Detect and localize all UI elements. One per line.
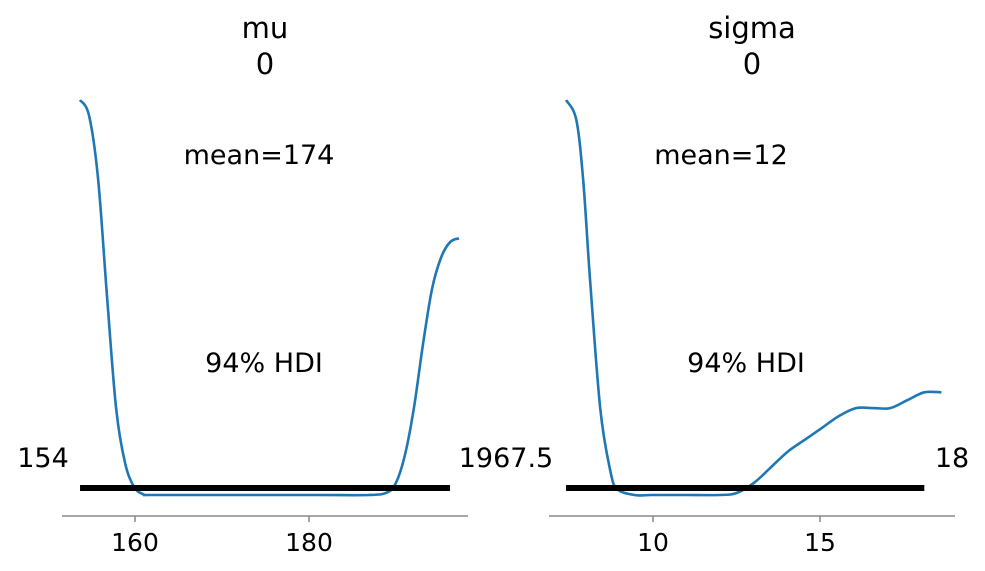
x-tick-label-sigma-15: 15: [804, 528, 836, 557]
posterior-panel-sigma: sigma 0 mean=12 94% HDI 18 10 15: [549, 11, 969, 557]
x-tick-label-sigma-10: 10: [637, 528, 669, 557]
density-curve-sigma: [564, 99, 942, 497]
panel-subtitle-mu: 0: [256, 47, 274, 81]
hdi-upper-value-mu: 1967.5: [459, 443, 553, 474]
hdi-label-mu: 94% HDI: [205, 348, 323, 379]
hdi-label-sigma: 94% HDI: [687, 348, 805, 379]
posterior-panel-mu: mu 0 mean=174 94% HDI 154 1967.5 160 180: [17, 11, 553, 557]
mean-label-mu: mean=174: [184, 140, 335, 171]
panel-title-sigma: sigma: [708, 11, 796, 45]
x-tick-label-mu-160: 160: [111, 528, 159, 557]
panel-title-mu: mu: [242, 11, 289, 45]
panel-subtitle-sigma: 0: [743, 47, 761, 81]
mean-label-sigma: mean=12: [654, 140, 788, 171]
x-tick-label-mu-180: 180: [285, 528, 333, 557]
hdi-upper-value-sigma: 18: [935, 443, 969, 474]
density-curve-mu: [78, 99, 460, 497]
hdi-lower-value-mu: 154: [17, 443, 69, 474]
